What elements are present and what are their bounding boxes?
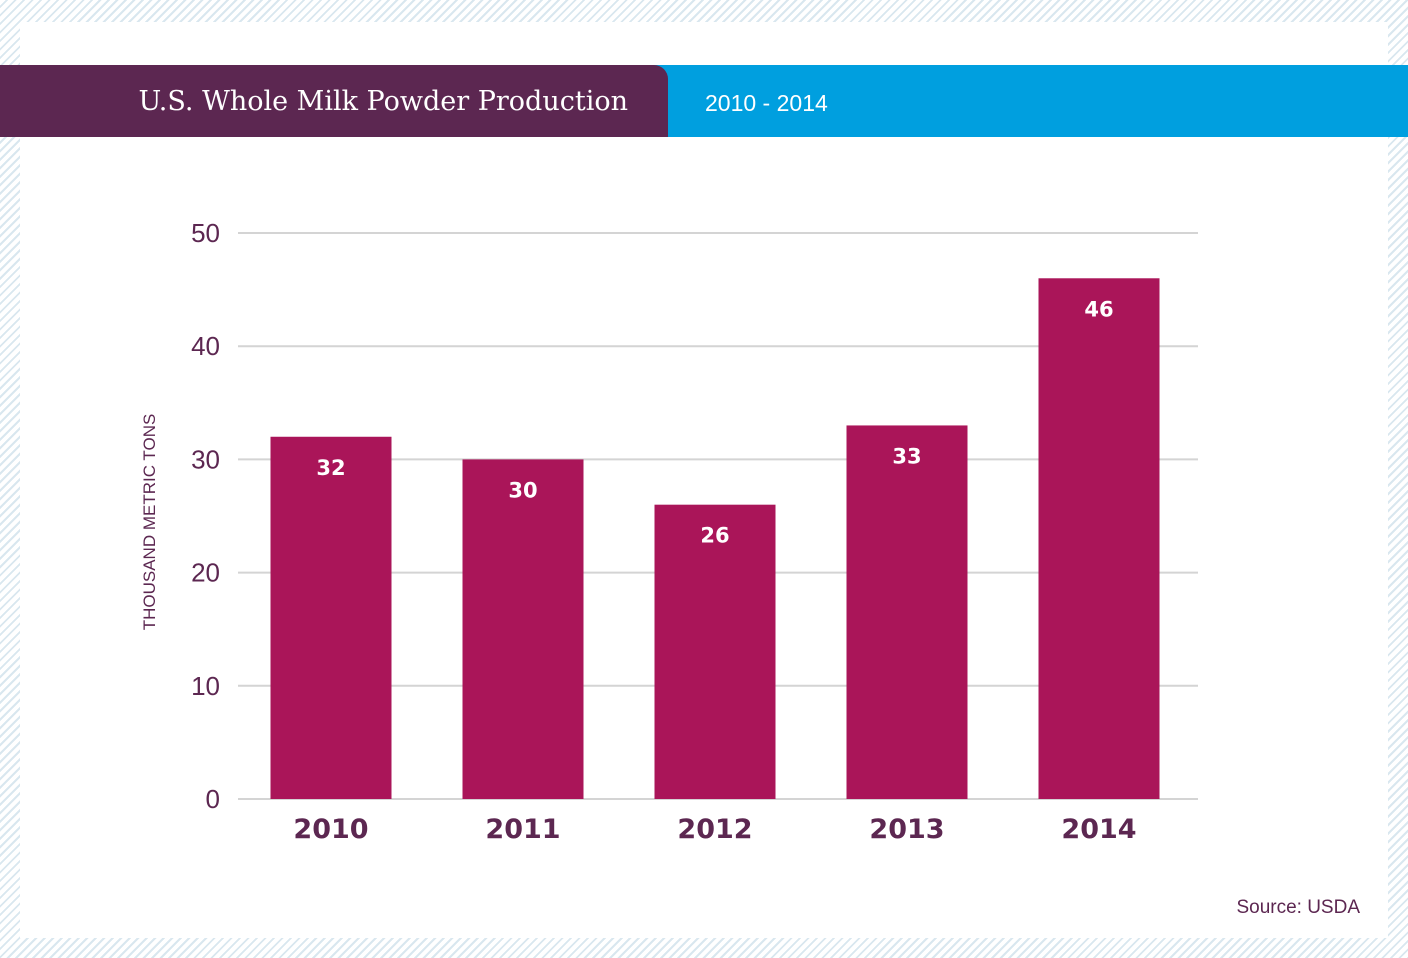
y-tick-label: 30 <box>191 444 220 474</box>
bar <box>846 425 968 799</box>
bar-value-label: 33 <box>892 444 921 468</box>
chart-title: U.S. Whole Milk Powder Production <box>138 86 628 117</box>
x-tick-label: 2014 <box>1061 814 1136 845</box>
bar <box>1038 278 1160 799</box>
header-title-box: U.S. Whole Milk Powder Production <box>0 65 668 137</box>
y-tick-label: 10 <box>191 671 220 701</box>
y-tick-label: 20 <box>191 558 220 588</box>
y-axis-label: THOUSAND METRIC TONS <box>140 414 159 631</box>
header-band: U.S. Whole Milk Powder Production 2010 -… <box>0 65 1408 137</box>
x-tick-label: 2013 <box>869 814 944 845</box>
x-tick-label: 2010 <box>293 814 368 845</box>
chart-subtitle: 2010 - 2014 <box>705 90 828 116</box>
bar <box>654 504 776 799</box>
bars <box>270 278 1160 799</box>
x-tick-label: 2011 <box>485 814 560 845</box>
labels: 0 10 20 30 40 50 32 2010 30 2011 26 2012 33 2013 46 201… <box>191 218 1137 845</box>
bar <box>270 436 392 799</box>
bar-value-label: 32 <box>316 456 345 480</box>
bar <box>462 459 584 799</box>
source-note: Source: USDA <box>1236 897 1360 918</box>
y-tick-label: 40 <box>191 331 220 361</box>
bar-value-label: 46 <box>1084 297 1113 321</box>
bar-value-label: 30 <box>508 478 537 502</box>
x-tick-label: 2012 <box>677 814 752 845</box>
bar-value-label: 26 <box>700 524 729 548</box>
y-tick-label: 50 <box>191 218 220 248</box>
y-tick-label: 0 <box>206 784 220 814</box>
